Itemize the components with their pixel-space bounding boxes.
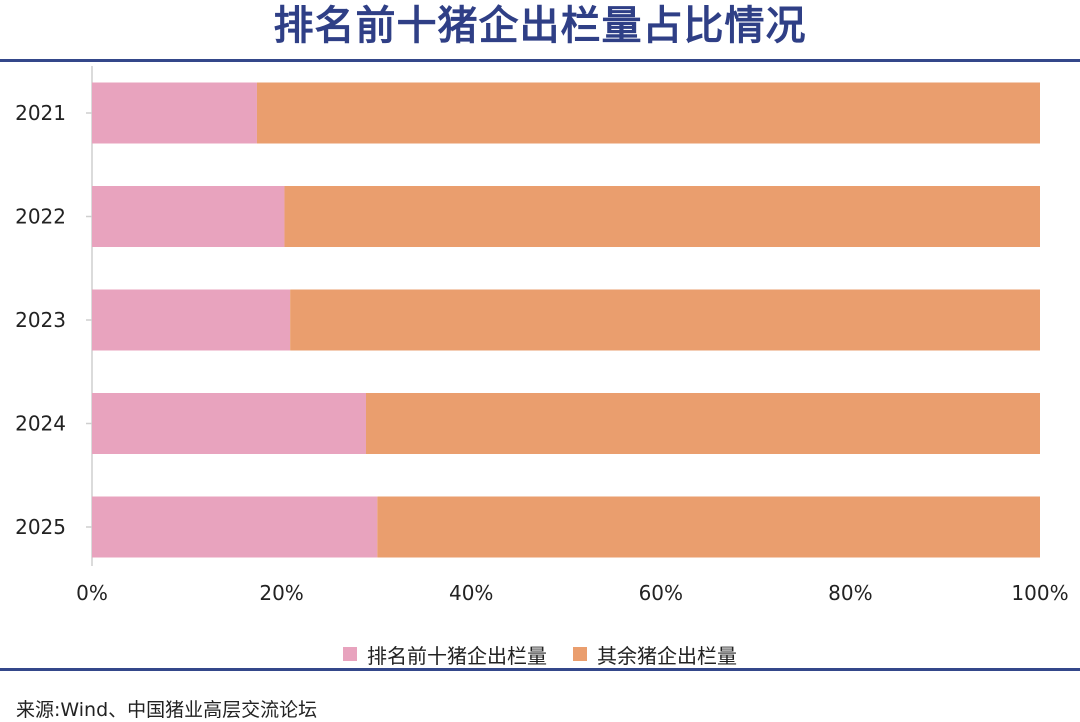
legend: 排名前十猪企出栏量 其余猪企出栏量 — [0, 639, 1080, 669]
bar-others — [256, 82, 1040, 144]
y-tick-label: 2022 — [15, 205, 66, 229]
bar-top10 — [92, 393, 366, 454]
footer-divider — [0, 668, 1080, 671]
y-tick-label: 2023 — [15, 308, 66, 332]
bar-top10 — [92, 496, 378, 558]
title-divider — [0, 59, 1080, 62]
legend-label-others: 其余猪企出栏量 — [597, 643, 737, 668]
x-tick-label: 20% — [259, 581, 303, 605]
bar-others — [284, 186, 1041, 247]
x-tick-label: 80% — [828, 581, 872, 605]
x-tick-label: 100% — [1011, 581, 1068, 605]
legend-swatch-top10 — [343, 647, 357, 661]
x-tick-label: 60% — [639, 581, 683, 605]
bar-others — [377, 496, 1040, 558]
x-tick-label: 0% — [76, 581, 108, 605]
chart-title: 排名前十猪企出栏量占比情况 — [273, 3, 807, 49]
y-tick-label: 2025 — [15, 515, 66, 539]
bar-top10 — [92, 186, 285, 247]
bar-top10 — [92, 82, 257, 144]
stacked-bar-chart: 2021 2022 2023 2024 2025 0% 20% 40% 60% 80% 100% — [15, 66, 1069, 605]
y-tick-label: 2024 — [15, 412, 66, 436]
bar-top10 — [92, 289, 291, 351]
legend-swatch-others — [573, 647, 587, 661]
legend-label-top10: 排名前十猪企出栏量 — [367, 643, 547, 668]
x-tick-label: 40% — [449, 581, 493, 605]
bar-others — [290, 289, 1041, 351]
legend-item-others: 其余猪企出栏量 — [573, 640, 737, 669]
source-note: 来源:Wind、中国猪业高层交流论坛 — [16, 699, 318, 721]
bar-others — [365, 393, 1040, 454]
legend-item-top10: 排名前十猪企出栏量 — [343, 640, 547, 669]
y-tick-label: 2021 — [15, 101, 66, 125]
